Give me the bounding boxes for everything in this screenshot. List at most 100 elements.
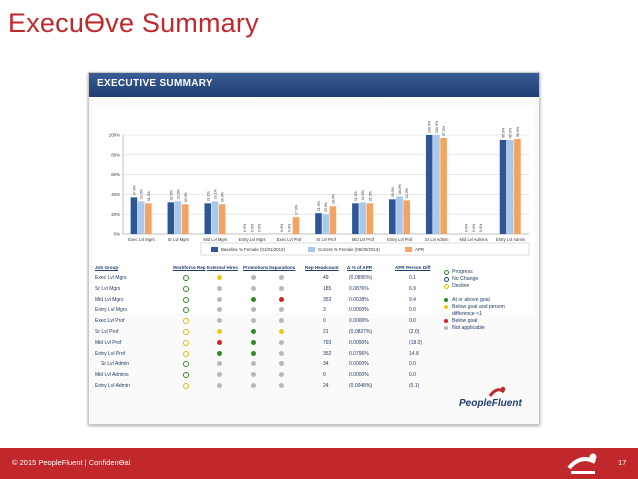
person-diff-cell: 0.0 — [409, 372, 416, 379]
job-group-cell: Entry Lvl Mgrs — [95, 307, 127, 314]
x-tick-label: Exec Lvl Mgrs — [128, 237, 154, 242]
person-diff-cell: 6.9 — [409, 285, 416, 292]
table-row: Exec Lvl Prof 0 0.0000% 0.0 — [95, 317, 535, 326]
status-dot-green — [251, 350, 256, 356]
footer-bar: © 2015 PeopleFluent | ConfidenƟal 17 — [0, 448, 638, 479]
footer-logo-icon — [567, 453, 597, 474]
job-group-cell: Exec Lvl Prof — [95, 318, 125, 325]
status-dot-gray — [279, 383, 284, 388]
apr-pct-cell: (0.0827%) — [349, 329, 373, 335]
panel-header-title: EXECUTIVE SUMMARY — [97, 78, 213, 89]
status-legend-label: Below goal — [452, 318, 478, 324]
legend-swatch — [308, 247, 315, 252]
logo-mark-icon — [488, 386, 506, 397]
bar — [137, 201, 145, 234]
data-label: 38.0% — [398, 183, 402, 194]
status-dot-gray — [279, 285, 284, 291]
table-header: Separations — [269, 265, 296, 270]
peoplefluent-logo: PeopleFluent — [459, 386, 537, 414]
status-dot-green — [444, 298, 448, 302]
data-label: 21.0% — [317, 200, 321, 211]
bar — [329, 206, 337, 234]
bar — [506, 139, 514, 234]
job-group-cell: Exec Lvl Mgrs — [95, 275, 127, 281]
apr-pct-cell: 0.0796% — [349, 350, 369, 357]
bar — [396, 196, 403, 234]
data-label: 96.0% — [516, 126, 520, 137]
data-label: 35.0% — [391, 186, 395, 197]
status-dot-yellow — [217, 329, 222, 334]
table-row: Entry Lvl Admin 24 (0.0048%) (0.1) — [95, 382, 535, 391]
x-tick-label: Entry Lvl Admin — [496, 237, 526, 242]
status-dot-gray — [279, 275, 284, 280]
apr-pct-cell: (0.0048%) — [349, 383, 373, 389]
table-row: Entry Lvl Mgrs 3 0.0000% 0.0 — [95, 306, 535, 315]
data-label: 0.0% — [250, 223, 254, 232]
status-dot-red — [217, 339, 222, 345]
bar — [181, 204, 189, 234]
decline-icon — [183, 339, 189, 346]
status-legend-item: Below goal — [443, 318, 539, 325]
headcount-cell: 24 — [323, 383, 329, 389]
headcount-cell: 3 — [323, 307, 326, 314]
progress-icon — [444, 270, 449, 275]
bar — [389, 199, 396, 234]
slide-title: ExecuƟve Summary — [8, 8, 259, 38]
status-dot-gray — [251, 285, 256, 291]
job-group-cell: Entry Lvl Admin — [95, 383, 130, 389]
bar — [433, 135, 440, 234]
person-diff-cell: (18.0) — [409, 339, 423, 346]
bar — [514, 138, 521, 234]
legend-label: APR — [415, 247, 424, 252]
apr-pct-cell: 0.0000% — [349, 318, 369, 325]
status-dot-gray — [279, 350, 284, 356]
person-diff-cell: (2.0) — [409, 329, 420, 335]
data-label: 34.0% — [405, 187, 409, 198]
job-group-cell: Sr Lvl Mgrs — [95, 285, 121, 292]
data-label: 100.0% — [428, 120, 432, 133]
bar — [174, 201, 182, 234]
table-row: Sr Lvl Mgrs 185 0.0876% 6.9 — [95, 285, 535, 294]
x-tick-label: Exec Lvl Prof — [277, 237, 303, 242]
data-label: 33.0% — [177, 188, 181, 199]
no-change-icon — [183, 318, 189, 325]
x-tick-label: Mid Lvl Mgrs — [203, 237, 227, 242]
executive-summary-panel: EXECUTIVE SUMMARY 100% 80% 60% 40% 20% 0% 37.0… — [88, 72, 540, 425]
bar — [167, 202, 175, 234]
status-legend-item: At or above goal — [443, 297, 539, 304]
headcount-cell: 34 — [323, 361, 329, 368]
no-change-icon — [183, 361, 189, 368]
status-legend-item: No Change — [443, 276, 539, 283]
x-tick-label: Entry Lvl Mgrs — [239, 237, 266, 242]
status-dot-gray — [279, 307, 284, 313]
legend-label: Current % Female (09/30/2013) — [318, 247, 380, 252]
data-label: 17.0% — [294, 204, 298, 215]
y-tick-label: 100% — [109, 133, 120, 138]
data-label: 31.1% — [206, 190, 210, 201]
data-label: 33.0% — [140, 188, 144, 199]
person-diff-cell: 0.0 — [409, 361, 416, 368]
table-header: Promotions — [243, 265, 269, 270]
bar — [130, 197, 138, 234]
no-change-icon — [444, 277, 449, 282]
bar — [440, 137, 447, 234]
bar — [352, 203, 359, 234]
y-tick-label: 80% — [111, 152, 120, 157]
data-label: 28.0% — [331, 193, 335, 204]
status-legend-item: difference <1 — [443, 311, 539, 318]
status-legend-label: Not applicable — [452, 325, 485, 331]
person-diff-cell: 0.1 — [409, 275, 416, 281]
headcount-cell: 352 — [323, 350, 332, 357]
x-tick-label: Mid Lvl Prof — [352, 237, 375, 242]
data-label: 32.0% — [169, 189, 173, 200]
job-group-cell: Mid Lvl Mgrs — [95, 296, 124, 303]
progress-icon — [183, 296, 189, 303]
status-legend-label: Progress — [452, 269, 473, 275]
table-row: Mid Lvl Mgrs 353 0.0638% 9.4 — [95, 296, 535, 305]
data-label: 95.0% — [502, 127, 506, 138]
bar — [218, 204, 226, 234]
data-label: 31.0% — [147, 190, 151, 201]
data-label: 0.0% — [287, 223, 291, 232]
legend-swatch — [405, 247, 412, 252]
progress-icon — [183, 275, 189, 281]
